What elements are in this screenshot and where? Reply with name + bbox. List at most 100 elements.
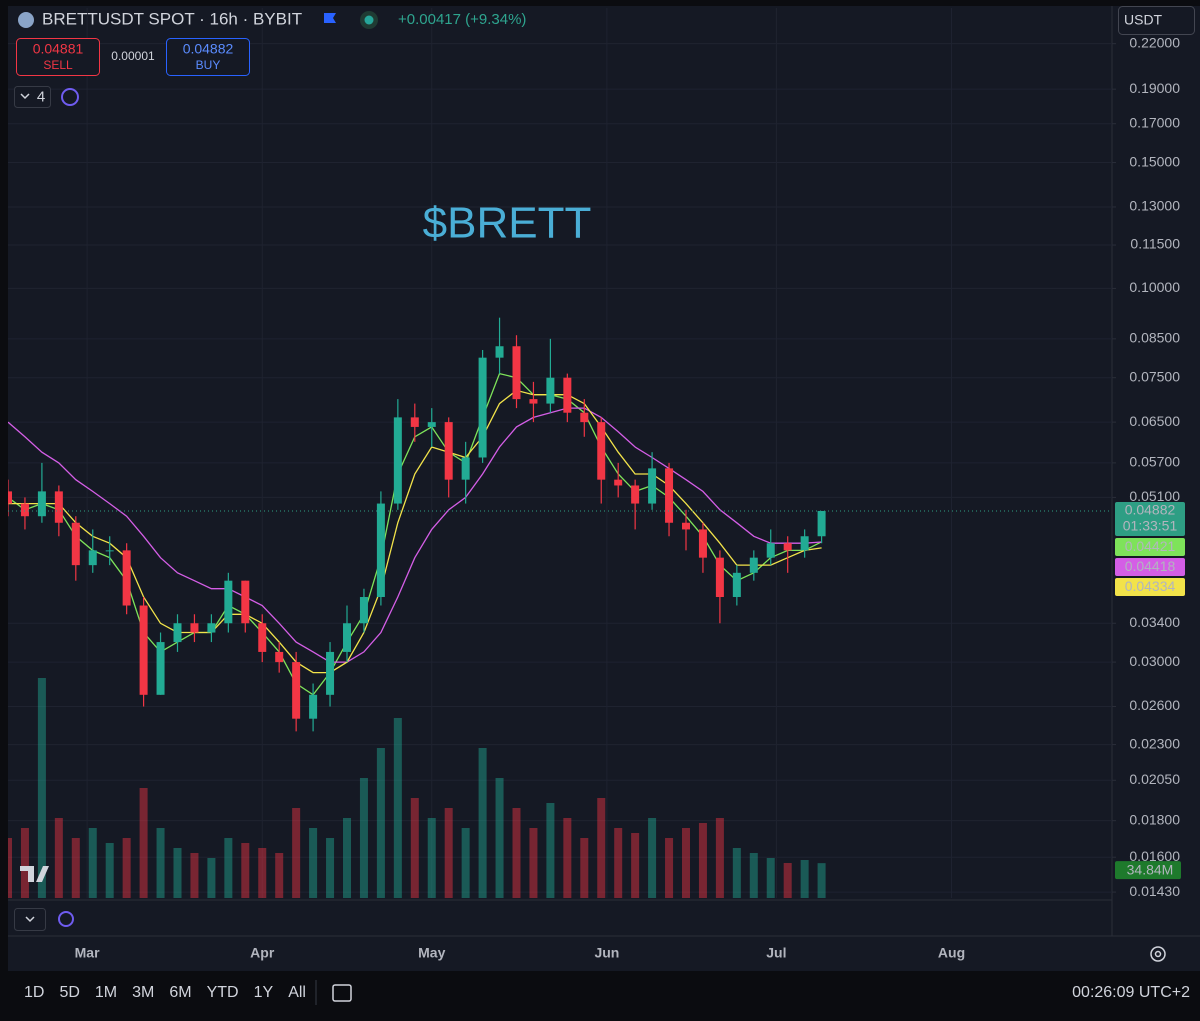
y-tick-label: 0.22000 (1129, 34, 1180, 50)
clock[interactable]: 00:26:09 UTC+2 (1072, 984, 1190, 1001)
range-button[interactable]: 5D (59, 984, 79, 1001)
volume-bar (156, 828, 165, 898)
candle-body (54, 491, 63, 523)
candle-body (563, 377, 572, 413)
range-buttons: 1D 5D 1M 3M 6M YTD 1Y All (24, 984, 306, 1001)
candle-body (698, 529, 707, 558)
current-price-tag (1115, 501, 1185, 536)
volume-bar (444, 808, 453, 898)
y-tick-label: 0.03000 (1129, 653, 1180, 669)
volume-bar (817, 863, 826, 898)
grid (8, 8, 1112, 898)
range-button[interactable]: 1M (95, 984, 117, 1001)
candle-body (783, 543, 792, 551)
volume-bar (580, 838, 589, 898)
volume-bar (207, 858, 216, 898)
candle-body (681, 522, 690, 530)
range-button[interactable]: 3M (132, 984, 154, 1001)
buy-label: BUY (196, 58, 221, 72)
volume-bar (122, 838, 131, 898)
volume-bar (8, 838, 12, 898)
symbol-title[interactable]: BRETTUSDT SPOT · 16h · BYBIT (42, 9, 302, 28)
tv-logo[interactable] (20, 866, 49, 882)
range-button[interactable]: YTD (207, 984, 239, 1001)
current-price-label: 0.04882 (1125, 502, 1176, 518)
candle-body (376, 503, 385, 598)
chart-annotation: $BRETT (423, 199, 592, 248)
sync-icon[interactable] (58, 911, 74, 927)
candle-body (529, 399, 538, 404)
pane-collapse-button[interactable] (14, 908, 46, 931)
volume-bar (478, 748, 487, 898)
bottom-toolbar (0, 973, 1200, 1021)
candle-body (580, 412, 589, 423)
x-tick-label: Jun (594, 945, 619, 961)
settings-icon-core (1154, 950, 1162, 958)
candle-body (190, 623, 199, 633)
volume-bar (309, 828, 318, 898)
date-range-icon[interactable] (332, 984, 352, 1002)
y-tick-label: 0.15000 (1129, 153, 1180, 169)
moving-average-line (8, 389, 822, 674)
candle-body (495, 346, 504, 358)
candle-body (461, 457, 470, 480)
y-tick-label: 0.05100 (1129, 488, 1180, 504)
sync-icon[interactable] (61, 88, 79, 106)
y-tick-label: 0.13000 (1129, 198, 1180, 214)
volume-bar (715, 818, 724, 898)
indicators-toggle[interactable] (14, 86, 51, 108)
volume-bar (105, 843, 114, 898)
volume-bar (681, 828, 690, 898)
x-tick-label: Mar (75, 945, 100, 961)
volume-bar (393, 718, 402, 898)
candle-body (393, 417, 402, 504)
volume-bar (376, 748, 385, 898)
y-tick-label: 0.08500 (1129, 330, 1180, 346)
volume-bar (224, 838, 233, 898)
price-change: +0.00417 (+9.34%) (398, 11, 526, 28)
candle-body (817, 510, 826, 537)
volume-bar (190, 853, 199, 898)
range-button[interactable]: 1Y (254, 984, 274, 1001)
currency-label: USDT (1124, 12, 1163, 28)
ma-value-tag (1115, 557, 1185, 576)
sell-button[interactable] (16, 38, 100, 76)
candle-body (122, 550, 131, 606)
x-tick-label: Aug (938, 945, 965, 961)
x-tick-label: Apr (250, 945, 275, 961)
volume-bar (37, 678, 46, 898)
volume-bar (529, 828, 538, 898)
volume-bar (241, 843, 250, 898)
candle-body (292, 662, 301, 719)
y-tick-label: 0.05700 (1129, 454, 1180, 470)
candle-body (614, 479, 623, 486)
flag-icon[interactable] (324, 13, 336, 23)
candle-body (105, 550, 114, 552)
candle-body (732, 572, 741, 598)
candle-body (20, 503, 29, 517)
volume-bar (563, 818, 572, 898)
y-tick-label: 0.02600 (1129, 697, 1180, 713)
currency-button[interactable] (1118, 6, 1195, 35)
range-button[interactable]: 1D (24, 984, 44, 1001)
candle-body (427, 422, 436, 427)
y-tick-label: 0.01600 (1129, 848, 1180, 864)
settings-icon[interactable] (1150, 946, 1166, 962)
range-button[interactable]: 6M (169, 984, 191, 1001)
candle-body (258, 623, 267, 652)
ma-value-label: 0.04418 (1125, 558, 1176, 574)
candle-body (37, 491, 46, 517)
y-tick-label: 0.17000 (1129, 114, 1180, 130)
buy-button[interactable] (166, 38, 250, 76)
volume-bar (258, 848, 267, 898)
chevron-icon (20, 93, 30, 100)
volume-bar (54, 818, 63, 898)
chart-pane (8, 6, 1200, 971)
range-button[interactable]: All (288, 984, 306, 1001)
candle-body (648, 468, 657, 504)
ma-value-label: 0.04421 (1125, 538, 1176, 554)
ma-value-tag (1115, 537, 1185, 556)
volume-bar (20, 828, 29, 898)
y-tick-label: 0.11500 (1130, 236, 1180, 252)
